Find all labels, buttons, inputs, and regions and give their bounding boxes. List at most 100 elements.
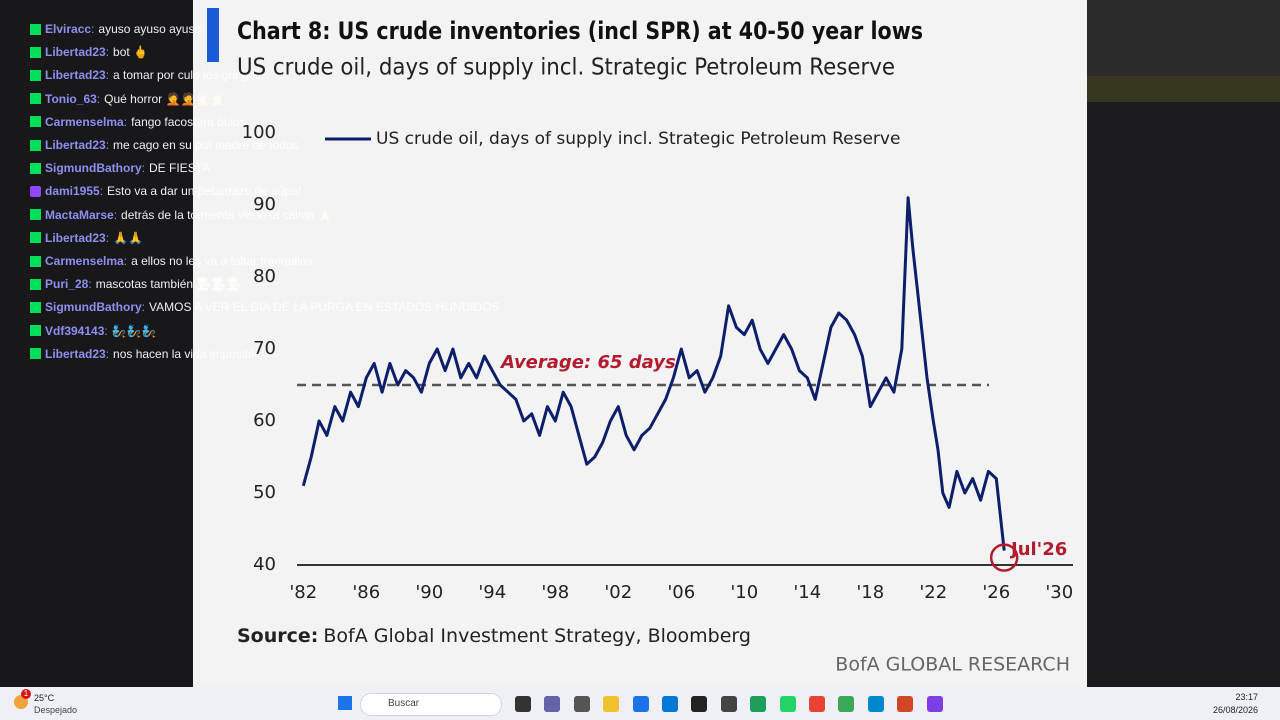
separator: : — [105, 68, 110, 83]
taskbar: 1 25°C Despejado Buscar 23:17 26/08/2026 — [0, 687, 1280, 720]
taskbar-app[interactable] — [750, 696, 767, 712]
endpoint-label: Jul'26 — [1009, 539, 1067, 560]
taskbar-app[interactable] — [838, 696, 855, 712]
separator: : — [105, 45, 110, 60]
taskbar-app[interactable] — [809, 696, 825, 712]
y-tick-label: 80 — [253, 266, 276, 287]
username: Libertad23 — [45, 68, 106, 83]
source-text: BofA Global Investment Strategy, Bloombe… — [323, 625, 751, 647]
user-badge — [30, 278, 41, 290]
taskbar-app[interactable] — [926, 696, 943, 712]
average-label: Average: 65 days — [499, 352, 676, 373]
chat-message: Libertad23: 🙏🙏 — [30, 228, 143, 248]
user-badge — [30, 23, 41, 35]
message-text: 🧞🧞🧞 — [111, 323, 157, 338]
username: Carmenselma — [45, 114, 124, 129]
clock-date: 26/08/2026 — [1212, 705, 1258, 715]
username: Carmenselma — [45, 254, 124, 268]
separator: : — [123, 254, 128, 268]
taskbar-app[interactable] — [662, 696, 678, 712]
username: Puri_28 — [45, 277, 89, 292]
user-badge — [30, 69, 41, 81]
x-tick-label: '82 — [289, 582, 317, 603]
username: Tonio_63 — [45, 91, 97, 106]
chat-message: Vdf394143: 🧞🧞🧞 — [30, 321, 157, 341]
username: Elviracc — [45, 22, 92, 36]
user-badge — [30, 325, 41, 337]
taskbar-app[interactable] — [573, 696, 590, 712]
user-badge — [30, 209, 41, 221]
separator: : — [88, 277, 92, 292]
taskbar-app[interactable] — [515, 696, 531, 712]
separator: : — [96, 91, 101, 106]
taskbar-app[interactable] — [544, 696, 561, 712]
separator: : — [123, 114, 128, 129]
x-tick-label: '94 — [478, 582, 506, 603]
separator: : — [141, 161, 146, 176]
username: SigmundBathory — [45, 300, 142, 315]
x-tick-label: '26 — [982, 582, 1010, 603]
separator: : — [104, 323, 108, 338]
user-badge — [30, 232, 41, 244]
separator: : — [113, 207, 118, 222]
message-text: bot 🖕 — [113, 45, 148, 60]
message-text: ayuso ayuso ayuso — [98, 22, 202, 36]
y-tick-label: 100 — [242, 122, 276, 143]
y-tick-label: 60 — [253, 410, 276, 431]
weather-text: Despejado — [34, 705, 78, 715]
legend-label: US crude oil, days of supply incl. Strat… — [376, 129, 900, 149]
user-badge — [30, 116, 41, 128]
username: Libertad23 — [45, 45, 106, 60]
y-tick-label: 90 — [253, 194, 276, 215]
user-badge — [30, 301, 41, 313]
separator: : — [105, 230, 110, 245]
search-box[interactable]: Buscar — [360, 693, 502, 716]
chat-message: Libertad23: bot 🖕 — [30, 42, 148, 62]
chat-message: SigmundBathory: DE FIESTA — [30, 158, 210, 178]
chat-message: Elviracc: ayuso ayuso ayuso — [30, 19, 201, 39]
data-line — [301, 196, 1006, 551]
taskbar-app[interactable] — [720, 696, 737, 712]
x-tick-label: '22 — [919, 582, 947, 603]
chart: Chart 8: US crude inventories (incl SPR)… — [207, 8, 1073, 676]
x-tick-label: '90 — [415, 582, 443, 603]
separator: : — [105, 346, 110, 361]
x-tick-label: '14 — [793, 582, 821, 603]
separator: : — [105, 138, 110, 152]
separator: : — [99, 184, 104, 199]
taskbar-app[interactable] — [779, 696, 796, 712]
user-badge — [30, 348, 41, 360]
separator: : — [91, 22, 95, 36]
separator: : — [141, 300, 146, 315]
source-note: Source: BofA Global Investment Strategy, … — [237, 625, 751, 647]
user-badge — [30, 93, 41, 105]
search-placeholder: Buscar — [388, 698, 420, 709]
endpoint-circle — [989, 543, 1019, 572]
chart-title: Chart 8: US crude inventories (incl SPR)… — [237, 17, 923, 45]
x-tick-label: '86 — [352, 582, 380, 603]
start-button[interactable] — [338, 696, 352, 710]
chart-subtitle: US crude oil, days of supply incl. Strat… — [237, 55, 895, 81]
user-badge — [30, 139, 41, 151]
taskbar-app[interactable] — [897, 696, 914, 712]
source-prefix: Source: — [237, 625, 318, 647]
x-tick-label: '18 — [856, 582, 884, 603]
user-badge — [30, 185, 41, 197]
x-tick-label: '30 — [1045, 582, 1073, 603]
username: Libertad23 — [45, 138, 106, 152]
taskbar-app[interactable] — [867, 696, 884, 712]
y-tick-label: 70 — [253, 338, 276, 359]
username: Vdf394143 — [45, 323, 105, 338]
username: Libertad23 — [45, 230, 106, 245]
x-tick-label: '10 — [730, 582, 758, 603]
username: MactaMarse — [45, 207, 114, 222]
brand: BofA GLOBAL RESEARCH — [835, 654, 1070, 676]
y-tick-label: 50 — [253, 482, 276, 503]
username: SigmundBathory — [45, 161, 142, 176]
user-badge — [30, 162, 41, 174]
taskbar-app[interactable] — [632, 696, 649, 712]
chart-overlay — [193, 0, 1087, 687]
taskbar-app[interactable] — [603, 696, 620, 712]
taskbar-app[interactable] — [691, 696, 708, 712]
